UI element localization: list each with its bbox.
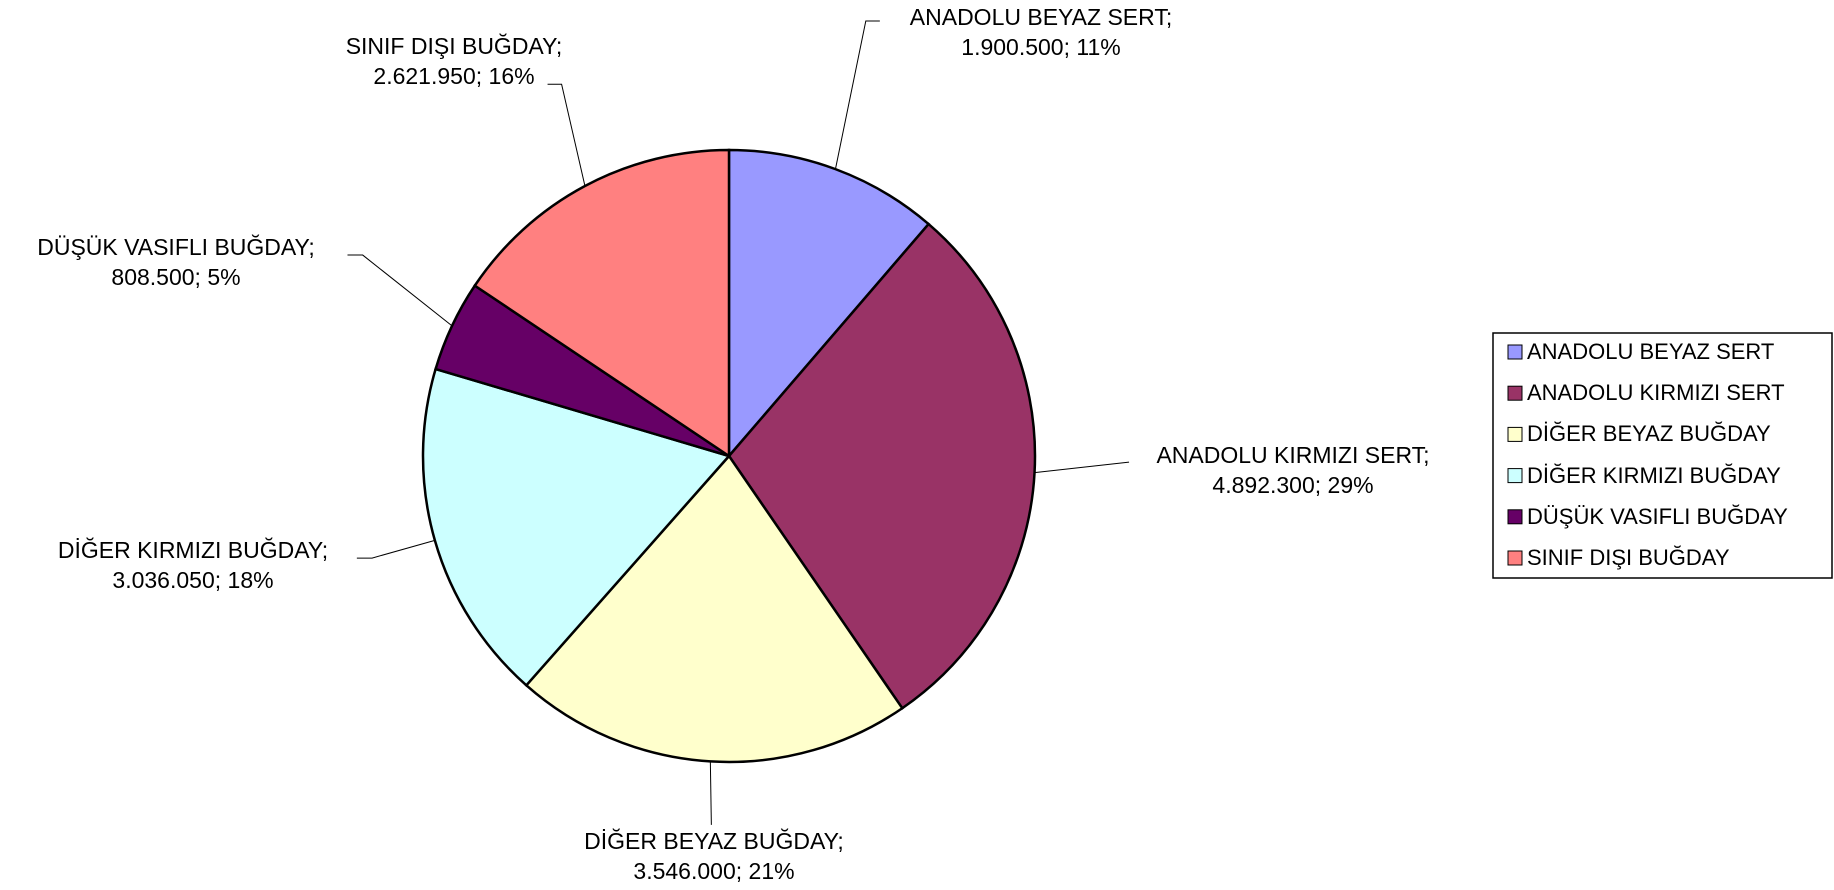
legend-swatch <box>1507 509 1523 525</box>
legend-swatch <box>1507 385 1523 401</box>
legend-label: DÜŞÜK VASIFLI BUĞDAY <box>1527 503 1788 529</box>
data-label: ANADOLU KIRMIZI SERT; 4.892.300; 29% <box>1156 442 1430 498</box>
leader-line <box>547 83 586 187</box>
legend-swatch <box>1507 468 1523 484</box>
leader-line <box>709 761 712 825</box>
leader-line <box>356 539 435 559</box>
legend-swatch <box>1507 344 1523 360</box>
leader-line <box>1034 461 1130 474</box>
pie-slice <box>473 148 731 459</box>
data-label: DİĞER BEYAZ BUĞDAY; 3.546.000; 21% <box>584 828 844 884</box>
legend-swatch <box>1507 426 1523 442</box>
leader-line <box>834 20 880 170</box>
pie-slice <box>727 222 1037 710</box>
legend-label: ANADOLU BEYAZ SERT <box>1527 339 1775 364</box>
legend-label: DİĞER BEYAZ BUĞDAY <box>1527 421 1771 447</box>
legend-label: DİĞER KIRMIZI BUĞDAY <box>1527 462 1781 488</box>
legend-label: ANADOLU KIRMIZI SERT <box>1527 380 1785 406</box>
legend-swatch <box>1507 550 1523 566</box>
leader-line <box>347 254 453 327</box>
legend-label: SINIF DIŞI BUĞDAY <box>1527 545 1730 570</box>
data-label: DÜŞÜK VASIFLI BUĞDAY; 808.500; 5% <box>37 234 315 290</box>
legend-box <box>1492 332 1833 579</box>
pie-slice <box>727 148 931 460</box>
pie-slice <box>421 367 732 688</box>
data-label: ANADOLU BEYAZ SERT; 1.900.500; 11% <box>909 4 1173 60</box>
pie-slice <box>524 453 904 764</box>
data-label: DİĞER KIRMIZI BUĞDAY; 3.036.050; 18% <box>57 537 329 593</box>
data-label: SINIF DIŞI BUĞDAY; 2.621.950; 16% <box>345 33 563 89</box>
